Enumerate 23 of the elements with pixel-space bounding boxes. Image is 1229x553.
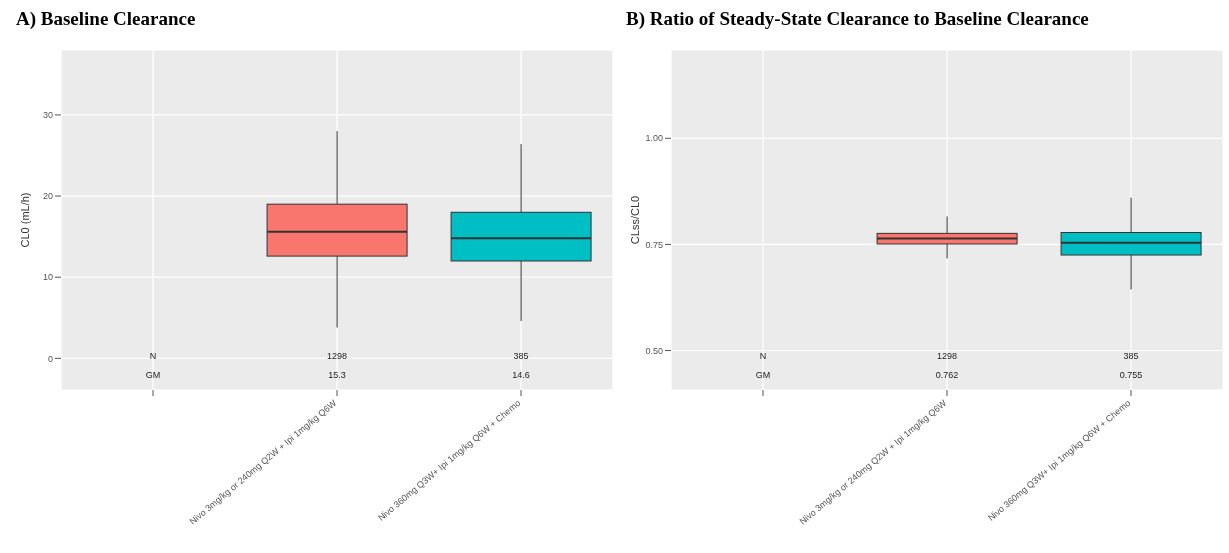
annotation: 385 (513, 351, 529, 362)
y-tick-label: 0.75 (645, 239, 663, 250)
annotation: 14.6 (512, 369, 530, 380)
y-tick-label: 30 (42, 110, 53, 121)
annotation: GM (755, 369, 771, 380)
chart-title: A) Baseline Clearance (15, 8, 197, 31)
annotation: 1298 (936, 351, 958, 362)
annotation: 1298 (326, 351, 348, 362)
y-axis-title: CL0 (mL/h) (18, 192, 31, 248)
y-tick-label: 1.00 (645, 133, 663, 144)
y-tick-label: 10 (42, 272, 53, 283)
y-tick-label: 0 (47, 353, 53, 364)
annotation: N (149, 351, 157, 362)
y-tick-label: 0.50 (645, 345, 663, 356)
chart-title: B) Ratio of Steady-State Clearance to Baseline Clearance (625, 8, 1090, 31)
annotation: GM (145, 369, 161, 380)
y-tick-label: 20 (42, 191, 53, 202)
y-axis-title: CLss/CL0 (628, 195, 641, 245)
annotation: 385 (1123, 351, 1139, 362)
annotation: 0.755 (1119, 369, 1143, 380)
annotation: N (759, 351, 767, 362)
annotation: 0.762 (935, 369, 959, 380)
annotation: 15.3 (328, 369, 346, 380)
